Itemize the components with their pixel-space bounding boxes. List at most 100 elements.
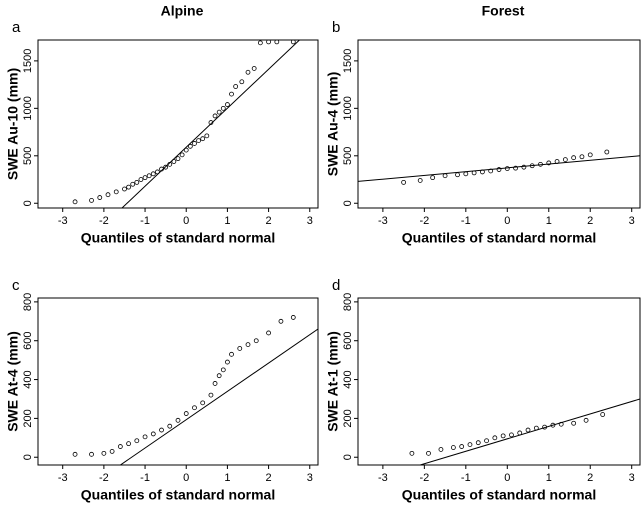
data-point — [175, 156, 181, 162]
y-tick-label: 800 — [22, 293, 34, 311]
data-point — [562, 157, 568, 162]
plot-frame — [37, 297, 319, 466]
panel-letter: d — [332, 277, 340, 294]
data-point — [208, 392, 214, 398]
x-tick-label: 0 — [183, 215, 189, 227]
data-point — [496, 167, 502, 172]
data-point — [579, 154, 585, 160]
data-point — [229, 91, 234, 97]
data-point — [187, 143, 193, 149]
data-point — [192, 141, 197, 146]
data-point — [220, 105, 226, 111]
data-point — [130, 181, 136, 187]
panel-letter: c — [12, 277, 20, 294]
data-point — [142, 434, 148, 440]
data-point — [459, 444, 465, 449]
data-point — [200, 136, 206, 142]
y-tick-label: 1000 — [22, 96, 34, 120]
data-point — [492, 435, 498, 441]
data-point — [72, 199, 78, 205]
plot-frame — [357, 39, 641, 209]
x-tick-label: 3 — [629, 215, 635, 227]
y-tick-label: 0 — [342, 200, 354, 206]
data-point — [251, 66, 257, 71]
y-tick-label: 400 — [342, 370, 354, 388]
data-point — [500, 433, 506, 439]
data-point — [113, 189, 119, 195]
reference-line — [121, 40, 300, 208]
data-point — [409, 450, 415, 456]
x-tick-label: 0 — [504, 472, 510, 484]
panel-letter: b — [332, 19, 340, 36]
plot-frame — [37, 39, 319, 209]
x-tick-label: 2 — [587, 472, 593, 484]
x-tick-label: -3 — [378, 215, 388, 227]
x-tick-label: 3 — [307, 215, 313, 227]
data-point — [253, 338, 259, 344]
data-point — [225, 359, 230, 365]
data-point — [546, 160, 552, 166]
x-tick-label: -1 — [461, 215, 471, 227]
panel-letter: a — [12, 19, 21, 36]
y-axis-label: SWE Au-10 (mm) — [5, 68, 21, 180]
data-point — [467, 442, 473, 448]
y-tick-label: 200 — [22, 409, 34, 427]
y-axis-label: SWE Au-4 (mm) — [325, 72, 341, 176]
data-point — [122, 186, 127, 192]
y-tick-label: 800 — [342, 293, 354, 311]
x-tick-label: 0 — [504, 215, 510, 227]
data-point — [426, 450, 431, 456]
y-tick-label: 0 — [22, 200, 34, 206]
data-point — [229, 351, 234, 357]
data-point — [550, 422, 556, 428]
data-point — [475, 440, 481, 446]
data-point — [216, 109, 222, 115]
data-point — [509, 432, 514, 438]
x-tick-label: -2 — [99, 472, 109, 484]
panel-title: Alpine — [161, 3, 204, 19]
data-point — [571, 155, 577, 161]
x-tick-label: 1 — [546, 215, 552, 227]
data-point — [97, 195, 103, 200]
data-point — [430, 175, 436, 181]
data-point — [245, 69, 251, 75]
data-point — [587, 152, 593, 158]
data-point — [484, 438, 489, 444]
data-point — [212, 381, 218, 386]
data-point — [200, 400, 206, 406]
data-point — [138, 177, 144, 182]
data-point — [126, 441, 131, 447]
y-tick-label: 0 — [22, 454, 34, 460]
data-point — [167, 423, 173, 429]
x-tick-label: 3 — [307, 472, 313, 484]
x-tick-label: -1 — [461, 472, 471, 484]
data-point — [600, 412, 606, 417]
x-tick-label: 1 — [224, 472, 230, 484]
data-point — [438, 447, 444, 452]
data-point — [72, 451, 78, 457]
data-point — [245, 342, 251, 348]
data-point — [109, 449, 115, 454]
y-tick-label: 500 — [342, 147, 354, 165]
y-axis-label: SWE At-4 (mm) — [5, 331, 21, 432]
data-point — [290, 315, 296, 320]
data-point — [179, 152, 185, 158]
x-tick-label: -2 — [99, 215, 109, 227]
data-point — [126, 184, 131, 190]
data-point — [134, 438, 140, 444]
data-point — [150, 431, 156, 437]
y-tick-label: 600 — [22, 332, 34, 350]
data-point — [150, 171, 156, 177]
data-point — [583, 417, 589, 423]
data-point — [134, 179, 140, 185]
data-point — [417, 178, 423, 183]
data-point — [442, 173, 448, 179]
x-tick-label: 0 — [183, 472, 189, 484]
data-point — [183, 411, 189, 416]
data-point — [290, 39, 296, 45]
y-tick-label: 500 — [22, 147, 34, 165]
data-point — [192, 405, 197, 411]
y-tick-label: 0 — [342, 454, 354, 460]
data-point — [101, 450, 107, 456]
